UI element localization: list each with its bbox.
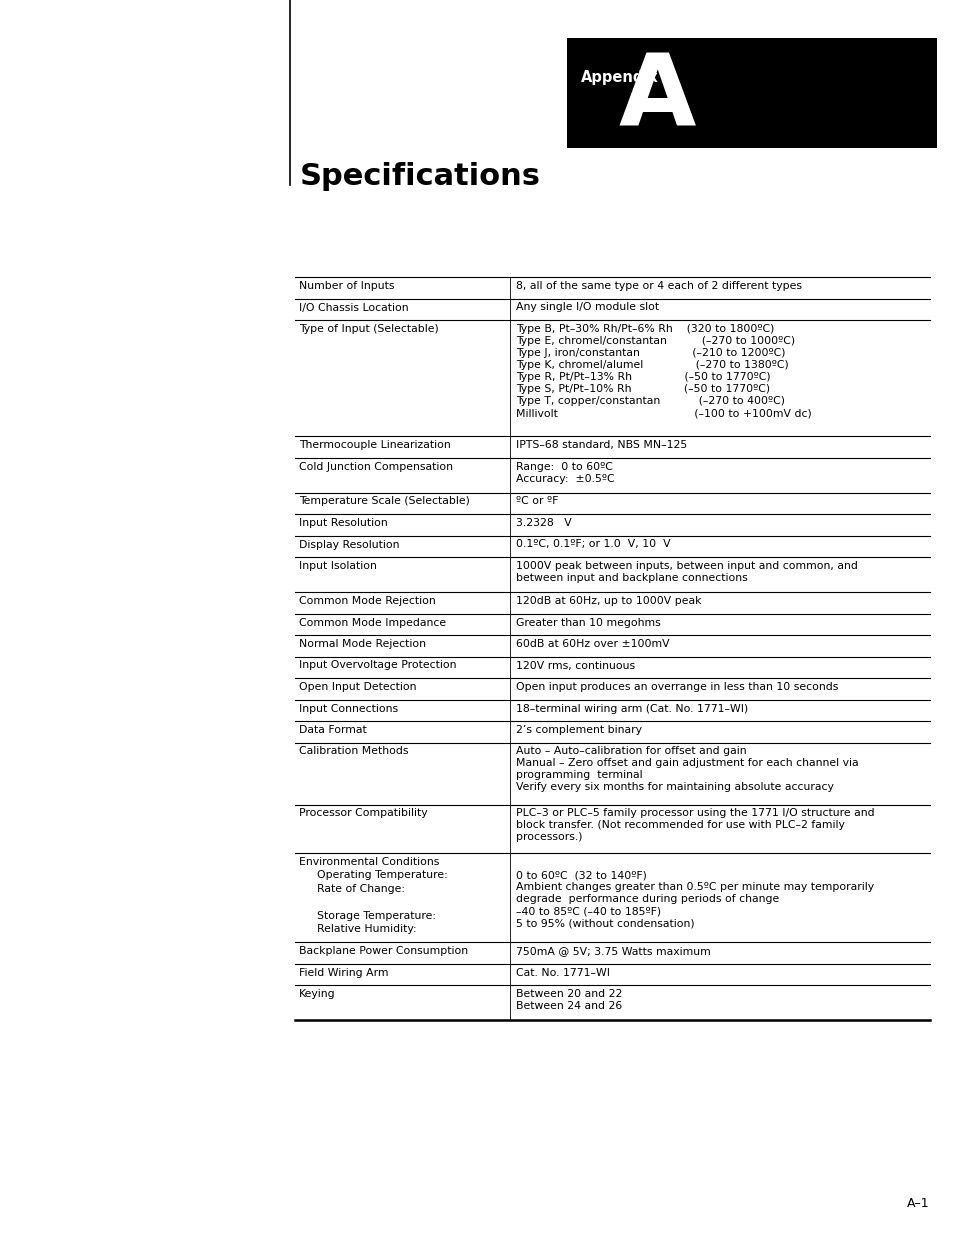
Text: 8, all of the same type or 4 each of 2 different types: 8, all of the same type or 4 each of 2 d… — [516, 282, 801, 291]
Text: 2’s complement binary: 2’s complement binary — [516, 725, 641, 735]
Text: 3.2328   V: 3.2328 V — [516, 517, 571, 529]
Text: Common Mode Rejection: Common Mode Rejection — [298, 597, 436, 606]
Text: Open Input Detection: Open Input Detection — [298, 682, 416, 692]
Text: Between 20 and 22
Between 24 and 26: Between 20 and 22 Between 24 and 26 — [516, 989, 621, 1011]
Text: Input Isolation: Input Isolation — [298, 561, 376, 571]
Text: Normal Mode Rejection: Normal Mode Rejection — [298, 638, 426, 650]
Text: 120V rms, continuous: 120V rms, continuous — [516, 661, 635, 671]
Text: Relative Humidity:: Relative Humidity: — [316, 925, 416, 935]
Text: Type of Input (Selectable): Type of Input (Selectable) — [298, 324, 438, 333]
Text: Data Format: Data Format — [298, 725, 366, 735]
Text: Operating Temperature:: Operating Temperature: — [316, 871, 447, 881]
Text: PLC–3 or PLC–5 family processor using the 1771 I/O structure and
block transfer.: PLC–3 or PLC–5 family processor using th… — [516, 809, 874, 842]
Text: Keying: Keying — [298, 989, 335, 999]
Text: Auto – Auto–calibration for offset and gain
Manual – Zero offset and gain adjust: Auto – Auto–calibration for offset and g… — [516, 746, 858, 793]
Text: A: A — [618, 49, 695, 146]
Text: Calibration Methods: Calibration Methods — [298, 746, 408, 757]
Text: 1000V peak between inputs, between input and common, and
between input and backp: 1000V peak between inputs, between input… — [516, 561, 857, 583]
Text: Range:  0 to 60ºC
Accuracy:  ±0.5ºC: Range: 0 to 60ºC Accuracy: ±0.5ºC — [516, 462, 614, 483]
Text: A–1: A–1 — [906, 1197, 929, 1210]
Text: 18–terminal wiring arm (Cat. No. 1771–WI): 18–terminal wiring arm (Cat. No. 1771–WI… — [516, 704, 747, 714]
Text: 60dB at 60Hz over ±100mV: 60dB at 60Hz over ±100mV — [516, 638, 669, 650]
Text: Storage Temperature:: Storage Temperature: — [316, 911, 436, 921]
Text: Rate of Change:: Rate of Change: — [316, 884, 405, 894]
Text: Number of Inputs: Number of Inputs — [298, 282, 395, 291]
Text: Open input produces an overrange in less than 10 seconds: Open input produces an overrange in less… — [516, 682, 838, 692]
Text: Common Mode Impedance: Common Mode Impedance — [298, 618, 446, 627]
Text: Processor Compatibility: Processor Compatibility — [298, 809, 427, 819]
Text: Field Wiring Arm: Field Wiring Arm — [298, 967, 388, 977]
Text: I/O Chassis Location: I/O Chassis Location — [298, 303, 408, 312]
Text: Greater than 10 megohms: Greater than 10 megohms — [516, 618, 660, 627]
Text: 0 to 60ºC  (32 to 140ºF)
Ambient changes greater than 0.5ºC per minute may tempo: 0 to 60ºC (32 to 140ºF) Ambient changes … — [516, 871, 873, 929]
Text: Appendix: Appendix — [580, 70, 659, 85]
Bar — [566, 38, 936, 148]
Text: 120dB at 60Hz, up to 1000V peak: 120dB at 60Hz, up to 1000V peak — [516, 597, 700, 606]
Text: IPTS–68 standard, NBS MN–125: IPTS–68 standard, NBS MN–125 — [516, 440, 686, 450]
Text: Type B, Pt–30% Rh/Pt–6% Rh    (320 to 1800ºC)
Type E, chromel/constantan        : Type B, Pt–30% Rh/Pt–6% Rh (320 to 1800º… — [516, 324, 811, 417]
Text: Any single I/O module slot: Any single I/O module slot — [516, 303, 659, 312]
Text: Input Connections: Input Connections — [298, 704, 397, 714]
Text: Specifications: Specifications — [299, 162, 540, 191]
Text: Temperature Scale (Selectable): Temperature Scale (Selectable) — [298, 496, 470, 506]
Text: Cold Junction Compensation: Cold Junction Compensation — [298, 462, 453, 472]
Text: Thermocouple Linearization: Thermocouple Linearization — [298, 440, 450, 450]
Text: Display Resolution: Display Resolution — [298, 540, 399, 550]
Text: Input Overvoltage Protection: Input Overvoltage Protection — [298, 661, 456, 671]
Text: Backplane Power Consumption: Backplane Power Consumption — [298, 946, 468, 956]
Text: Environmental Conditions: Environmental Conditions — [298, 857, 439, 867]
Text: Input Resolution: Input Resolution — [298, 517, 387, 529]
Text: 750mA @ 5V; 3.75 Watts maximum: 750mA @ 5V; 3.75 Watts maximum — [516, 946, 710, 956]
Text: Cat. No. 1771–WI: Cat. No. 1771–WI — [516, 967, 609, 977]
Text: ºC or ºF: ºC or ºF — [516, 496, 558, 506]
Text: 0.1ºC, 0.1ºF; or 1.0  V, 10  V: 0.1ºC, 0.1ºF; or 1.0 V, 10 V — [516, 540, 670, 550]
